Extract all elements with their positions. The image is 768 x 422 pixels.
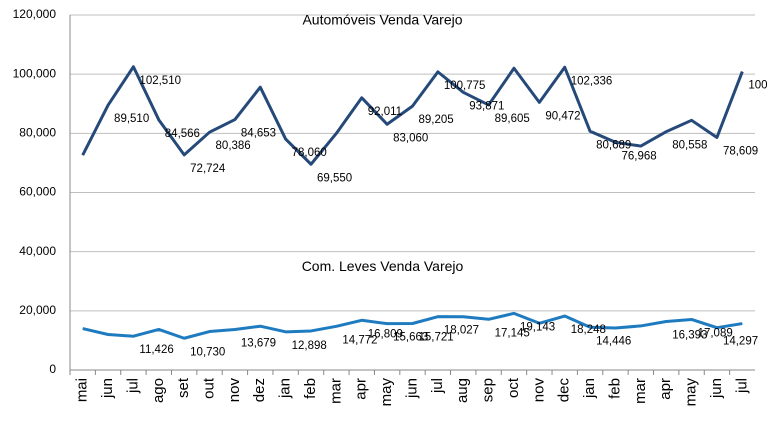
data-label: 18,027 xyxy=(444,325,479,337)
x-tick-label: ago xyxy=(150,378,167,403)
y-tick-label: 100,000 xyxy=(13,66,57,80)
x-tick-label: out xyxy=(201,377,218,399)
y-tick-label: 40,000 xyxy=(19,244,56,258)
data-label: 14,297 xyxy=(723,336,758,348)
x-tick-label: aug xyxy=(454,378,471,403)
data-label: 72,724 xyxy=(190,163,226,175)
data-label: 69,550 xyxy=(317,172,352,184)
data-label: 19,143 xyxy=(520,321,555,333)
data-label: 89,605 xyxy=(495,113,530,125)
x-tick-label: apr xyxy=(353,378,370,400)
y-tick-label: 60,000 xyxy=(19,185,56,199)
data-label: 16,809 xyxy=(368,328,403,340)
x-tick-label: jun xyxy=(99,378,116,399)
x-tick-label: jul xyxy=(733,378,750,394)
x-tick-label: may xyxy=(683,378,700,407)
data-label: 10,730 xyxy=(190,346,225,358)
data-label: 80,689 xyxy=(596,139,631,151)
data-label: 14,446 xyxy=(596,335,631,347)
x-tick-label: oct xyxy=(505,377,522,398)
data-label: 15,721 xyxy=(419,332,454,344)
x-tick-label: jun xyxy=(708,378,725,399)
series-line xyxy=(81,65,744,166)
data-label: 17,145 xyxy=(495,327,530,339)
data-label: 11,426 xyxy=(139,344,173,356)
data-label: 14,772 xyxy=(342,334,377,346)
x-tick-label: may xyxy=(378,378,395,407)
data-label: 84,653 xyxy=(241,128,276,140)
data-label: 89,205 xyxy=(419,114,454,126)
x-tick-label: mar xyxy=(327,378,344,404)
x-tick-label: nov xyxy=(226,378,243,403)
series-name: Automóveis Venda Varejo xyxy=(302,11,462,27)
data-label: 78,060 xyxy=(292,147,327,159)
y-tick-label: 0 xyxy=(49,362,56,376)
y-tick-label: 120,000 xyxy=(13,7,57,21)
x-tick-label: jul xyxy=(429,378,446,394)
x-tick-label: sep xyxy=(480,378,497,402)
data-label: 78,609 xyxy=(723,145,758,157)
data-label: 89,510 xyxy=(114,113,149,125)
x-tick-label: dez xyxy=(251,378,268,402)
y-tick-label: 80,000 xyxy=(19,126,56,140)
data-label: 83,060 xyxy=(393,132,428,144)
data-label: 102,336 xyxy=(571,75,613,87)
x-tick-label: jun xyxy=(403,378,420,399)
x-tick-label: apr xyxy=(657,378,674,400)
data-label: 80,386 xyxy=(216,140,251,152)
series-name: Com. Leves Venda Varejo xyxy=(302,258,464,274)
data-label: 100,775 xyxy=(444,80,486,92)
data-label: 17,089 xyxy=(698,327,733,339)
data-label: 100,892 xyxy=(748,80,768,92)
x-tick-label: jul xyxy=(124,378,141,394)
data-label: 12,898 xyxy=(292,340,327,352)
data-label: 15,663 xyxy=(393,332,428,344)
x-tick-label: feb xyxy=(606,378,623,399)
x-tick-label: mar xyxy=(632,378,649,404)
data-label: 76,968 xyxy=(621,150,656,162)
data-label: 90,472 xyxy=(545,110,580,122)
data-label: 84,566 xyxy=(165,128,200,140)
x-tick-label: feb xyxy=(302,378,319,399)
data-label: 93,871 xyxy=(469,100,504,112)
series-line xyxy=(82,311,743,340)
x-tick-label: dec xyxy=(556,378,573,403)
x-tick-label: nov xyxy=(530,378,547,403)
x-tick-label: set xyxy=(175,377,192,398)
x-tick-label: jan xyxy=(277,378,294,399)
data-label: 18,248 xyxy=(571,324,606,336)
y-tick-label: 20,000 xyxy=(19,303,56,317)
data-label: 102,510 xyxy=(139,75,181,87)
x-tick-label: mai xyxy=(74,378,91,402)
data-label: 13,679 xyxy=(241,338,276,350)
x-tick-label: jan xyxy=(581,378,598,399)
data-label: 92,011 xyxy=(368,106,402,118)
data-label: 16,393 xyxy=(672,330,707,342)
data-label: 80,558 xyxy=(672,140,707,152)
